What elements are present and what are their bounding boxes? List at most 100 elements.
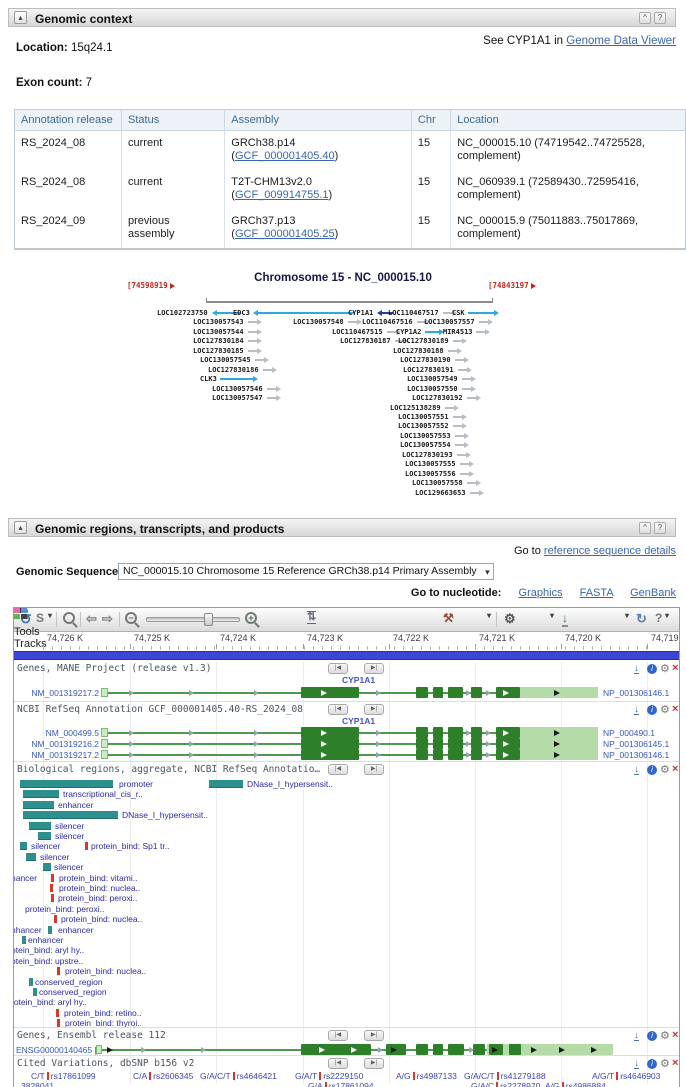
gene-arrow[interactable] (478, 319, 493, 326)
protein-bind-tick[interactable] (57, 1019, 60, 1028)
bio-region-bar[interactable] (20, 842, 27, 851)
bio-region-bar[interactable] (38, 832, 51, 840)
gene-label[interactable]: EDC3 (233, 309, 250, 317)
bio-region-bar[interactable] (20, 780, 113, 788)
paging-first-button[interactable]: |◀ (328, 1058, 348, 1069)
gene-label[interactable]: LOC127830192 (412, 394, 463, 403)
variant-item[interactable]: A/G rs4986884 (545, 1081, 606, 1087)
variant-rsid-link[interactable]: rs4646421 (236, 1071, 277, 1081)
exon-box[interactable] (509, 1044, 521, 1055)
bio-region-bar[interactable] (23, 800, 54, 809)
exon-box[interactable] (301, 1044, 371, 1055)
caret-down-icon[interactable]: ▾ (550, 611, 555, 620)
gene-arrow[interactable] (444, 404, 459, 411)
protein-accession-label[interactable]: NP_001306145.1 (603, 739, 670, 749)
exon-box[interactable] (301, 738, 359, 749)
variant-rsid-link[interactable]: rs41279188 (500, 1071, 546, 1081)
tools-icon[interactable]: ⚒ (443, 611, 454, 625)
collapse-section-button[interactable]: ▴ (14, 521, 27, 534)
settings-icon[interactable]: ⚙ (660, 1029, 670, 1042)
gene-arrow[interactable] (466, 480, 481, 487)
gene-label[interactable]: LOC129663653 (415, 488, 466, 497)
protein-bind-tick[interactable] (51, 894, 54, 903)
gene-arrow[interactable] (253, 310, 355, 316)
variant-item[interactable]: A/G/T rs4646903 (592, 1071, 660, 1081)
download-track-icon[interactable]: ↓ (634, 764, 639, 775)
settings-icon[interactable]: ⚙ (660, 662, 670, 675)
variant-rsid-link[interactable]: rs17861099 (50, 1071, 96, 1081)
gene-arrow[interactable] (466, 395, 481, 402)
exon-box[interactable] (471, 727, 482, 738)
assembly-accession-link[interactable]: GCF_009914755.1 (234, 189, 329, 201)
exon-box[interactable] (433, 687, 443, 698)
gene-arrow[interactable] (476, 328, 491, 335)
download-track-icon[interactable]: ↓ (634, 1030, 639, 1041)
info-icon[interactable]: i (647, 664, 657, 674)
exon-box[interactable] (473, 1044, 485, 1055)
gene-label[interactable]: LOC130057554 (400, 441, 451, 450)
gene-arrow[interactable] (454, 432, 469, 439)
paging-last-button[interactable]: ▶| (364, 663, 384, 674)
gene-label[interactable]: CSK (452, 309, 465, 317)
collapse-section-button[interactable]: ▴ (14, 11, 27, 24)
settings-icon[interactable]: ⚙ (660, 763, 670, 776)
paging-last-button[interactable]: ▶| (364, 704, 384, 715)
gene-arrow[interactable] (247, 338, 262, 345)
caret-down-icon[interactable]: ▾ (625, 611, 630, 620)
close-icon[interactable]: × (672, 1029, 679, 1041)
protein-bind-tick[interactable] (56, 1008, 59, 1017)
link-tools-icon[interactable]: S (36, 611, 45, 625)
zoom-slider-track[interactable] (146, 617, 240, 622)
zoom-slider-handle[interactable] (204, 613, 213, 626)
gene-name-label[interactable]: CYP1A1 (342, 675, 376, 685)
caret-down-icon[interactable]: ▾ (665, 611, 670, 620)
undo-icon[interactable]: ↺ (20, 611, 32, 627)
gene-arrow[interactable] (452, 338, 467, 345)
variant-rsid-link[interactable]: rs4646903 (620, 1071, 661, 1081)
bio-region-bar[interactable] (23, 790, 59, 799)
paging-last-button[interactable]: ▶| (364, 1030, 384, 1041)
gene-label[interactable]: LOC130057549 (407, 375, 458, 384)
protein-accession-label[interactable]: NP_001306146.1 (603, 688, 670, 698)
paging-first-button[interactable]: |◀ (328, 764, 348, 775)
exon-box[interactable] (448, 687, 463, 698)
info-icon[interactable]: i (647, 1031, 657, 1041)
bio-region-tick[interactable] (33, 988, 37, 996)
bio-region-tick[interactable] (22, 936, 26, 944)
gene-label[interactable]: LOC127830187 (340, 337, 391, 346)
transcript-accession-label[interactable]: ENSG00000140465 [.. (16, 1045, 102, 1055)
variant-item[interactable]: G/A/T rs2229150 (295, 1071, 363, 1081)
bio-region-tick[interactable] (29, 977, 33, 986)
exon-box[interactable] (448, 749, 463, 760)
protein-bind-tick[interactable] (50, 884, 53, 892)
gene-arrow[interactable] (461, 376, 476, 383)
gene-label[interactable]: CYP1A2 (396, 327, 422, 336)
gene-arrow[interactable] (416, 319, 431, 326)
bio-region-bar[interactable] (23, 811, 118, 820)
gene-label[interactable]: LOC130057551 (398, 412, 449, 421)
gene-arrow[interactable] (376, 310, 394, 316)
gene-label[interactable]: LOC127830186 (208, 365, 259, 374)
exon-box[interactable] (416, 687, 428, 698)
variant-item[interactable]: G/A/C rs2278970 (471, 1081, 540, 1087)
expand-vertical-icon[interactable]: ⇅ (307, 611, 317, 624)
gene-label[interactable]: LOC130057550 (407, 384, 458, 393)
graphics-link[interactable]: Graphics (518, 587, 563, 599)
protein-accession-label[interactable]: NP_000490.1 (603, 728, 655, 738)
exon-box[interactable] (433, 727, 443, 738)
gene-label[interactable]: LOC130057555 (405, 460, 456, 469)
gene-arrow[interactable] (459, 470, 474, 477)
gene-label[interactable]: LOC130057556 (405, 469, 456, 478)
fasta-link[interactable]: FASTA (579, 587, 614, 599)
exon-box[interactable] (416, 727, 428, 738)
feature-colors-icon[interactable] (14, 608, 27, 626)
paging-last-button[interactable]: ▶| (364, 764, 384, 775)
protein-bind-tick[interactable] (54, 915, 57, 924)
protein-bind-tick[interactable] (57, 967, 60, 976)
gene-name-label[interactable]: CYP1A1 (342, 716, 376, 726)
variant-rsid-link[interactable]: rs4986884 (565, 1081, 606, 1087)
gene-arrow[interactable] (456, 451, 471, 458)
gene-arrow[interactable] (220, 376, 259, 383)
gene-arrow[interactable] (394, 338, 409, 345)
gene-arrow[interactable] (262, 366, 277, 373)
